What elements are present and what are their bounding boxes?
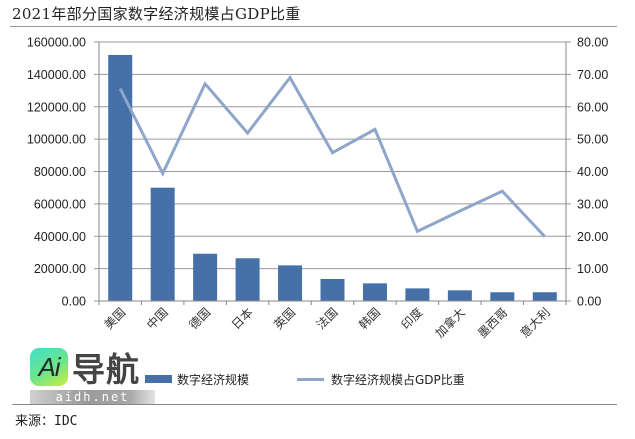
right-tick-label: 40.00 — [577, 165, 608, 179]
line-series — [118, 74, 546, 238]
bar — [108, 54, 133, 302]
category-label: 加拿大 — [432, 305, 468, 341]
bar — [320, 278, 345, 301]
left-tick-label: 0.00 — [62, 295, 86, 309]
line-swatch-icon — [297, 377, 324, 381]
left-tick-label: 140000.00 — [27, 68, 86, 82]
right-tick-label: 30.00 — [577, 197, 608, 211]
title-divider — [10, 26, 617, 27]
bar — [405, 288, 430, 301]
category-label: 印度 — [398, 305, 426, 333]
footer-divider — [12, 404, 617, 405]
left-axis-ticks: 0.00 20000.00 40000.00 60000.00 80000.00 1000… — [27, 36, 86, 309]
left-tick-label: 60000.00 — [34, 197, 86, 211]
watermark-domain: aidh.net — [30, 390, 155, 405]
axes — [94, 41, 571, 305]
bar-swatch-icon — [145, 375, 172, 383]
right-tick-label: 10.00 — [577, 262, 608, 276]
right-tick-label: 60.00 — [577, 100, 608, 114]
right-axis-ticks: 0.00 10.00 20.00 30.00 40.00 50.00 60.00 70.00 8… — [577, 36, 608, 309]
left-tick-label: 20000.00 — [34, 262, 86, 276]
bar — [447, 290, 472, 301]
left-tick-label: 160000.00 — [27, 36, 86, 50]
ratio-line — [118, 74, 546, 238]
category-labels: 美国 中国 德国 日本 英国 法国 韩国 印度 加拿大 墨西哥 意大利 — [101, 305, 552, 341]
category-label: 美国 — [101, 305, 128, 332]
right-tick-label: 0.00 — [577, 295, 601, 309]
left-tick-label: 40000.00 — [34, 230, 86, 244]
category-label: 法国 — [314, 305, 341, 332]
left-tick-label: 100000.00 — [27, 133, 86, 147]
legend-item-line: 数字经济规模占GDP比重 — [297, 369, 465, 389]
right-tick-label: 50.00 — [577, 133, 608, 147]
left-tick-label: 80000.00 — [34, 165, 86, 179]
chart-title: 2021年部分国家数字经济规模占GDP比重 — [12, 5, 301, 23]
source-note: 来源：IDC — [15, 414, 78, 429]
watermark-logo-text: Ai — [38, 351, 60, 382]
legend-item-bar: 数字经济规模 — [145, 369, 249, 389]
category-label: 韩国 — [355, 305, 383, 333]
bar — [193, 253, 218, 301]
gridlines — [99, 41, 566, 270]
category-label: 中国 — [143, 305, 171, 333]
watermark-logo-icon: Ai — [30, 348, 68, 386]
bar — [532, 292, 557, 301]
category-label: 墨西哥 — [475, 305, 510, 340]
watermark-brand: 导航 — [72, 350, 140, 389]
right-tick-label: 70.00 — [577, 68, 608, 82]
category-label: 日本 — [229, 305, 256, 332]
category-label: 英国 — [271, 305, 298, 332]
legend-line-label: 数字经济规模占GDP比重 — [331, 372, 465, 387]
combo-chart: 0.00 20000.00 40000.00 60000.00 80000.00 1000… — [27, 36, 608, 341]
category-label: 德国 — [186, 305, 214, 333]
legend-bar-label: 数字经济规模 — [177, 372, 250, 387]
bar — [278, 265, 303, 301]
right-tick-label: 80.00 — [577, 36, 608, 50]
category-label: 意大利 — [517, 305, 553, 341]
left-tick-label: 120000.00 — [27, 100, 86, 114]
bar — [362, 283, 387, 301]
right-tick-label: 20.00 — [577, 230, 608, 244]
bar-series — [108, 54, 557, 302]
bar — [150, 187, 175, 301]
bar — [235, 258, 260, 301]
bar — [490, 292, 515, 301]
